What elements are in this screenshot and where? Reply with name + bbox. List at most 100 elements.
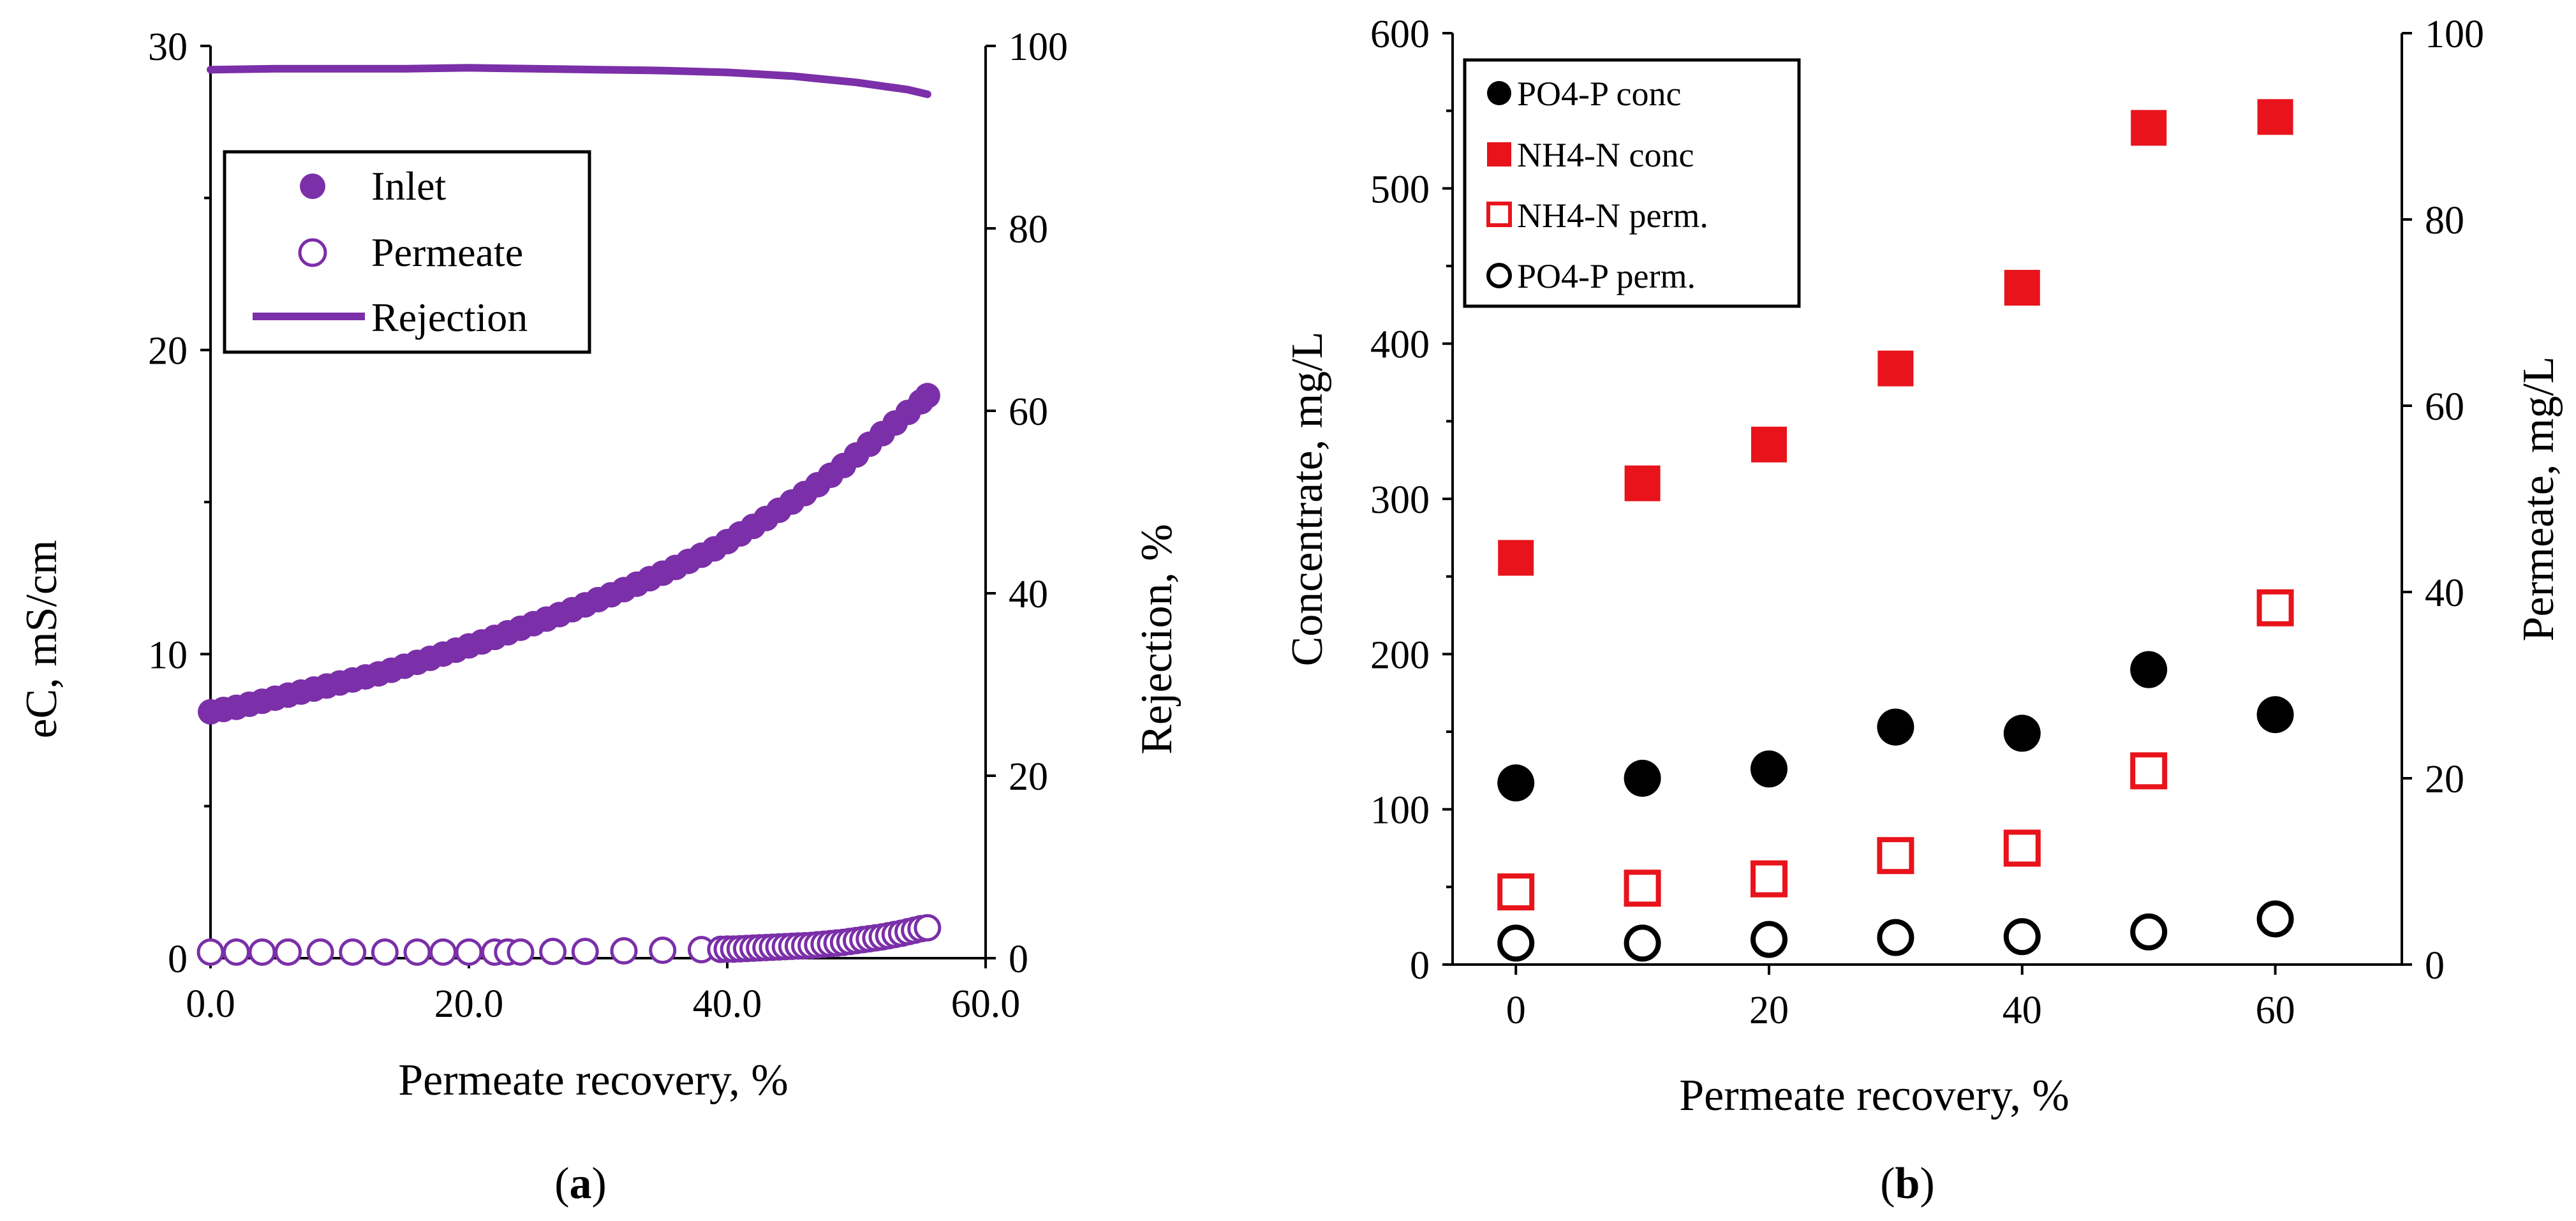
panel-a-marks	[196, 64, 942, 966]
y2-tick-label: 0	[1009, 938, 1028, 981]
panel-a-axes: 0 10 20 30 0 20 40 60 80 100 0.0 20.0 40.0 60.0	[148, 26, 1068, 1026]
nh4-conc-point	[2257, 99, 2293, 135]
legend-po4-conc-label: PO4-P conc	[1517, 75, 1681, 113]
permeate-point	[429, 938, 457, 966]
po4-conc-point	[2256, 696, 2294, 734]
y-tick-label: 0	[1410, 944, 1430, 988]
permeate-point	[507, 938, 535, 966]
po4-perm-point	[2130, 913, 2168, 951]
y2-tick-label: 40	[2425, 572, 2464, 615]
x-tick-label: 60	[2256, 989, 2295, 1032]
legend-nh4-conc-label: NH4-N conc	[1517, 136, 1694, 174]
y-tick-label: 100	[1370, 789, 1430, 833]
permeate-point	[339, 938, 367, 966]
y2-tick-label: 60	[1009, 390, 1048, 434]
po4-perm-point	[2256, 900, 2294, 938]
panel-b-label: (b)	[1880, 1159, 1935, 1208]
po4-conc-point	[2003, 714, 2041, 752]
permeate-point	[571, 938, 599, 966]
nh4-conc-point	[2004, 270, 2040, 306]
y2-tick-label: 100	[1009, 26, 1068, 69]
nh4-perm-point	[1877, 837, 1914, 875]
po4-perm-point	[1877, 919, 1914, 956]
permeate-point	[196, 938, 225, 966]
nh4-perm-point	[1751, 860, 1788, 898]
panel-b-y2-axis-title: Permeate, mg/L	[2514, 356, 2563, 641]
po4-conc-point	[2130, 651, 2168, 688]
rejection-series-line	[207, 64, 931, 98]
nh4-conc-point	[1624, 465, 1661, 501]
panel-a-chart: 0 10 20 30 0 20 40 60 80 100 0.0 20.0 40.0 60.0 Inlet…	[17, 26, 1181, 1208]
panel-b-legend: PO4-P conc NH4-N conc NH4-N perm. PO4-P …	[1463, 58, 1801, 308]
x-tick-label: 20	[1749, 989, 1789, 1032]
x-tick-label: 60.0	[951, 982, 1021, 1026]
inlet-point	[914, 383, 940, 409]
legend-nh4-conc-marker	[1487, 142, 1511, 166]
x-tick-label: 40.0	[693, 982, 762, 1026]
y2-tick-label: 60	[2425, 385, 2464, 429]
legend-inlet-marker	[300, 174, 325, 199]
legend-permeate-label: Permeate	[371, 230, 523, 275]
y-tick-label: 400	[1370, 323, 1430, 367]
nh4-perm-point	[2003, 829, 2041, 867]
nh4-conc-point	[1877, 350, 1914, 387]
y-tick-label: 20	[148, 330, 188, 373]
permeate-point	[649, 936, 677, 965]
permeate-point	[455, 938, 483, 966]
y-tick-label: 30	[148, 26, 188, 69]
legend-po4-conc-marker	[1487, 81, 1511, 105]
panel-b-chart: 0 100 200 300 400 500 600 0 20 40 60 80 100 0 20 40 60 P…	[1283, 13, 2563, 1208]
y2-tick-label: 80	[2425, 199, 2464, 242]
y-tick-label: 300	[1370, 478, 1430, 522]
panel-b-axes: 0 100 200 300 400 500 600 0 20 40 60 80 100 0 20 40 60	[1370, 13, 2484, 1032]
nh4-perm-point	[1497, 873, 1535, 911]
x-tick-label: 40	[2002, 989, 2042, 1032]
panel-b-legend-box	[1463, 58, 1801, 308]
nh4-perm-point	[2256, 589, 2294, 626]
panel-b-y-axis-title: Concentrate, mg/L	[1283, 332, 1332, 667]
po4-conc-point	[1877, 708, 1914, 746]
y-tick-label: 600	[1370, 13, 1430, 56]
po4-perm-point	[1751, 921, 1788, 958]
po4-conc-point	[1497, 764, 1535, 802]
y2-tick-label: 100	[2425, 13, 2484, 56]
legend-po4-perm-label: PO4-P perm.	[1517, 257, 1696, 295]
y-tick-label: 500	[1370, 168, 1430, 211]
legend-nh4-perm-marker	[1486, 202, 1512, 227]
legend-permeate-marker	[298, 238, 327, 267]
panel-a-y2-axis-title: Rejection, %	[1132, 524, 1181, 755]
permeate-point	[914, 914, 942, 942]
po4-conc-point	[1624, 760, 1661, 797]
panel-a-label: (a)	[554, 1159, 607, 1208]
panel-a-legend: Inlet Permeate Rejection	[223, 150, 591, 354]
permeate-point	[223, 938, 250, 966]
y2-tick-label: 80	[1009, 208, 1048, 251]
po4-perm-point	[1497, 924, 1535, 962]
y-tick-label: 0	[168, 938, 188, 981]
x-tick-label: 0.0	[186, 982, 235, 1026]
po4-perm-point	[2003, 918, 2041, 956]
y2-tick-label: 0	[2425, 944, 2445, 988]
permeate-point	[403, 938, 431, 966]
y2-tick-label: 20	[1009, 755, 1048, 799]
y-tick-label: 10	[148, 633, 188, 677]
permeate-point	[306, 938, 334, 966]
permeate-point	[371, 938, 399, 966]
panel-a-x-axis-title: Permeate recovery, %	[398, 1056, 788, 1105]
panel-a-y-axis-title: eC, mS/cm	[17, 540, 66, 738]
nh4-conc-point	[1498, 540, 1534, 576]
y2-tick-label: 40	[1009, 573, 1048, 616]
legend-po4-perm-marker	[1486, 263, 1512, 288]
y2-tick-label: 20	[2425, 758, 2464, 801]
po4-conc-point	[1751, 750, 1788, 788]
nh4-perm-point	[2130, 752, 2168, 790]
x-tick-label: 0	[1506, 989, 1526, 1032]
legend-inlet-label: Inlet	[371, 163, 447, 209]
permeate-point	[248, 938, 276, 966]
po4-perm-point	[1624, 924, 1661, 962]
nh4-conc-point	[2131, 110, 2167, 146]
panel-b-marks	[1497, 99, 2294, 962]
permeate-point	[610, 937, 638, 965]
x-tick-label: 20.0	[434, 982, 504, 1026]
